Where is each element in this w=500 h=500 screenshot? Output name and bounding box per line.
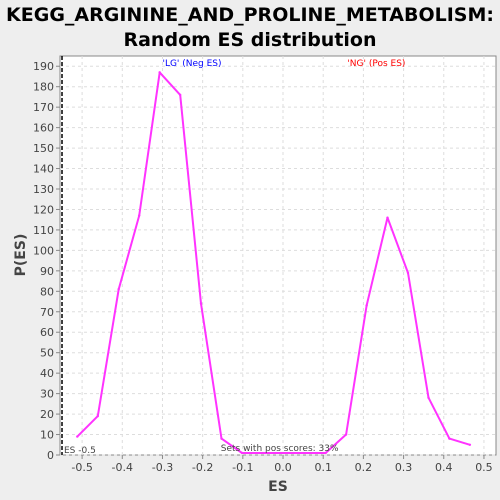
data-point — [158, 71, 161, 74]
annotation-label: 'LG' (Neg ES) — [162, 59, 221, 69]
annotation-label: Sets with pos scores: 33% — [221, 444, 339, 454]
data-point — [448, 437, 451, 440]
x-axis-label: ES — [268, 479, 288, 495]
data-point — [386, 216, 389, 219]
x-tick-label: -0.3 — [152, 461, 173, 474]
gridlines — [60, 56, 496, 456]
data-point — [406, 271, 410, 275]
data-point — [117, 288, 120, 291]
y-tick-label: 140 — [33, 163, 54, 176]
y-tick-label: 60 — [40, 326, 54, 339]
y-tick-label: 90 — [40, 265, 54, 278]
x-tick-label: 0.0 — [274, 461, 292, 474]
y-tick-label: 120 — [33, 203, 54, 216]
data-point — [137, 214, 141, 217]
annotation-label: 'NG' (Pos ES) — [347, 59, 405, 69]
y-tick-label: 190 — [33, 60, 54, 73]
y-tick-label: 170 — [33, 101, 54, 114]
y-tick-label: 10 — [40, 429, 54, 442]
data-point — [344, 433, 348, 436]
y-tick-label: 50 — [40, 347, 54, 360]
plot-area — [59, 55, 497, 456]
annotations: 'LG' (Neg ES) 'NG' (Pos ES) Sets with pos … — [162, 59, 405, 454]
y-tick-label: 70 — [40, 306, 54, 319]
x-tick-label: 0.1 — [314, 461, 332, 474]
data-point — [365, 304, 368, 307]
y-tick-label: 100 — [33, 244, 54, 257]
data-point — [468, 443, 472, 446]
axis-ticks: -0.5 -0.4 -0.3 -0.2 -0.1 0.0 0.1 0.2 0.3 0.4 0.5 0 1… — [33, 60, 493, 474]
y-tick-label: 150 — [33, 142, 54, 155]
y-tick-label: 20 — [40, 408, 54, 421]
data-point — [240, 451, 244, 455]
chart-title-line-1: KEGG_ARGININE_AND_PROLINE_METABOLISM: — [6, 4, 494, 26]
data-point — [427, 396, 430, 399]
y-tick-label: 40 — [40, 367, 54, 380]
series-layer — [76, 71, 472, 455]
chart-title-line-2: Random ES distribution — [123, 29, 376, 51]
y-tick-label: 80 — [40, 285, 54, 298]
y-tick-label: 180 — [33, 81, 54, 94]
x-tick-label: -0.5 — [71, 461, 92, 474]
y-axis-label: P(ES) — [13, 234, 29, 277]
x-tick-label: 0.3 — [395, 461, 413, 474]
y-tick-label: 130 — [33, 183, 54, 196]
data-point — [324, 451, 327, 455]
vertical-lines: ES -0.5 — [61, 56, 96, 456]
data-point — [199, 302, 203, 305]
x-tick-label: 0.5 — [475, 461, 493, 474]
x-tick-label: -0.4 — [112, 461, 133, 474]
x-tick-label: 0.4 — [435, 461, 453, 474]
es-marker-label: ES -0.5 — [64, 446, 96, 456]
x-tick-label: -0.1 — [232, 461, 253, 474]
y-tick-label: 30 — [40, 388, 54, 401]
data-point — [220, 437, 223, 440]
x-tick-label: -0.2 — [192, 461, 213, 474]
y-tick-label: 160 — [33, 122, 54, 135]
y-tick-label: 0 — [47, 449, 54, 462]
x-tick-label: 0.2 — [355, 461, 373, 474]
data-point — [178, 93, 182, 97]
y-tick-label: 110 — [33, 224, 54, 237]
data-point — [96, 414, 99, 418]
data-point — [76, 435, 79, 438]
